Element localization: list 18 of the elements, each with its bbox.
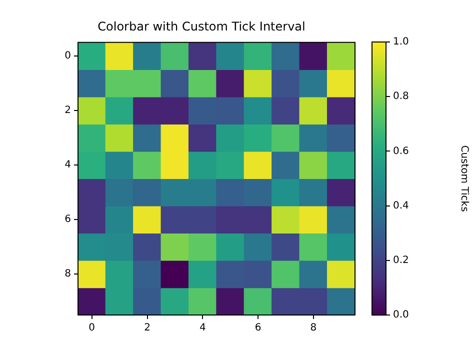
color-bar-label: 1.0 — [393, 36, 409, 48]
x-tick-label: 2 — [144, 322, 150, 334]
color-bar-label: 0.6 — [393, 146, 409, 157]
y-tick-label: 8 — [64, 268, 71, 280]
chart-title: Colorbar with Custom Tick Interval — [98, 19, 306, 34]
x-tick-label: 6 — [254, 322, 262, 334]
y-tick-label: 2 — [64, 105, 71, 116]
color-bar-label: 0.4 — [393, 200, 409, 212]
color-bar-label: 0.8 — [393, 91, 409, 102]
y-tick-label: 4 — [64, 160, 71, 171]
color-bar-label: 0.2 — [393, 254, 409, 266]
y-tick-label: 6 — [64, 214, 71, 226]
x-tick-label: 0 — [88, 322, 96, 334]
color-bar-label: 0.0 — [393, 310, 409, 321]
color-bar-title: Custom Ticks — [458, 145, 470, 212]
x-tick-label: 8 — [310, 322, 317, 334]
x-tick-label: 4 — [199, 322, 206, 334]
y-tick-label: 0 — [64, 50, 71, 62]
